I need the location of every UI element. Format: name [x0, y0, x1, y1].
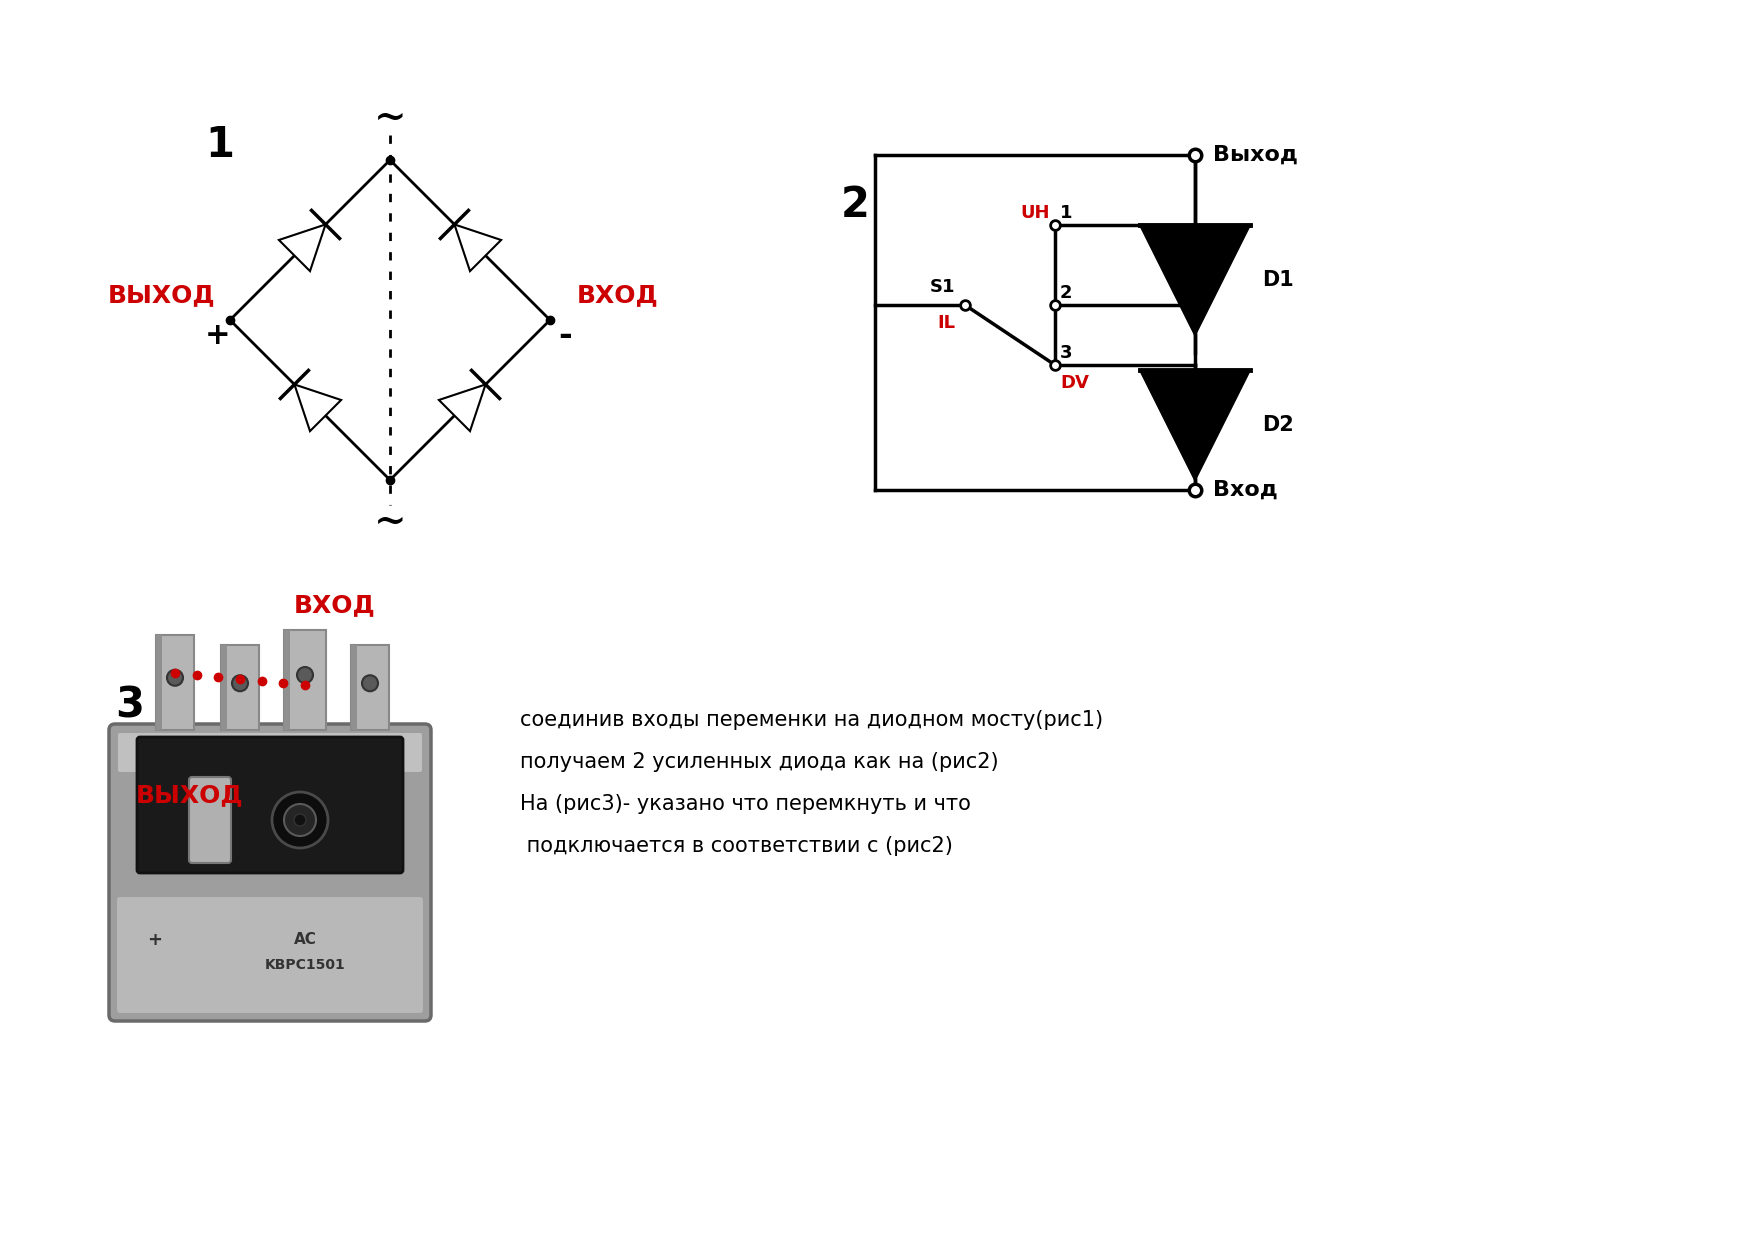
- Text: ВЫХОД: ВЫХОД: [109, 283, 216, 308]
- FancyBboxPatch shape: [109, 724, 431, 1021]
- FancyBboxPatch shape: [118, 897, 423, 1013]
- FancyBboxPatch shape: [221, 645, 260, 730]
- Text: ~: ~: [374, 99, 407, 136]
- FancyBboxPatch shape: [221, 645, 226, 730]
- Text: ВХОД: ВХОД: [577, 283, 660, 308]
- FancyBboxPatch shape: [284, 630, 289, 730]
- Text: -: -: [558, 319, 572, 351]
- Text: AC: AC: [293, 932, 316, 947]
- Text: На (рис3)- указано что перемкнуть и что: На (рис3)- указано что перемкнуть и что: [519, 794, 972, 813]
- Circle shape: [295, 813, 305, 826]
- Text: 1: 1: [1059, 205, 1072, 222]
- Text: +: +: [205, 320, 232, 350]
- Text: ВЫХОД: ВЫХОД: [137, 782, 244, 807]
- Text: D1: D1: [1261, 270, 1294, 290]
- Text: 2: 2: [840, 184, 870, 226]
- Text: 2: 2: [1059, 284, 1072, 303]
- Circle shape: [232, 676, 247, 691]
- FancyBboxPatch shape: [156, 635, 195, 730]
- Text: 3: 3: [1059, 343, 1072, 362]
- Text: Выход: Выход: [1214, 145, 1298, 165]
- FancyBboxPatch shape: [189, 777, 232, 863]
- Text: +: +: [147, 931, 163, 949]
- Text: получаем 2 усиленных диода как на (рис2): получаем 2 усиленных диода как на (рис2): [519, 751, 998, 773]
- FancyBboxPatch shape: [118, 733, 423, 773]
- Polygon shape: [438, 384, 486, 432]
- FancyBboxPatch shape: [351, 645, 389, 730]
- FancyBboxPatch shape: [137, 737, 403, 873]
- FancyBboxPatch shape: [156, 635, 161, 730]
- Polygon shape: [1140, 224, 1251, 335]
- Text: IL: IL: [937, 314, 954, 332]
- Text: подключается в соответствии с (рис2): подключается в соответствии с (рис2): [519, 836, 952, 856]
- Text: UH: UH: [1021, 205, 1051, 222]
- Circle shape: [284, 804, 316, 836]
- Circle shape: [167, 670, 182, 686]
- Text: 1: 1: [205, 124, 235, 166]
- FancyBboxPatch shape: [284, 630, 326, 730]
- Polygon shape: [1140, 370, 1251, 480]
- Text: DV: DV: [1059, 374, 1089, 392]
- Text: соединив входы переменки на диодном мосту(рис1): соединив входы переменки на диодном мост…: [519, 711, 1103, 730]
- Text: 3: 3: [116, 684, 144, 725]
- Text: S1: S1: [930, 278, 954, 296]
- Polygon shape: [454, 224, 502, 272]
- Circle shape: [296, 667, 312, 683]
- Polygon shape: [295, 384, 340, 432]
- Text: KBPC1501: KBPC1501: [265, 959, 346, 972]
- Circle shape: [272, 792, 328, 848]
- Text: D2: D2: [1261, 415, 1294, 435]
- Polygon shape: [279, 224, 326, 272]
- FancyBboxPatch shape: [351, 645, 358, 730]
- Text: Вход: Вход: [1214, 480, 1277, 500]
- Circle shape: [361, 676, 379, 691]
- Text: ВХОД: ВХОД: [295, 593, 375, 618]
- Text: ~: ~: [374, 503, 407, 541]
